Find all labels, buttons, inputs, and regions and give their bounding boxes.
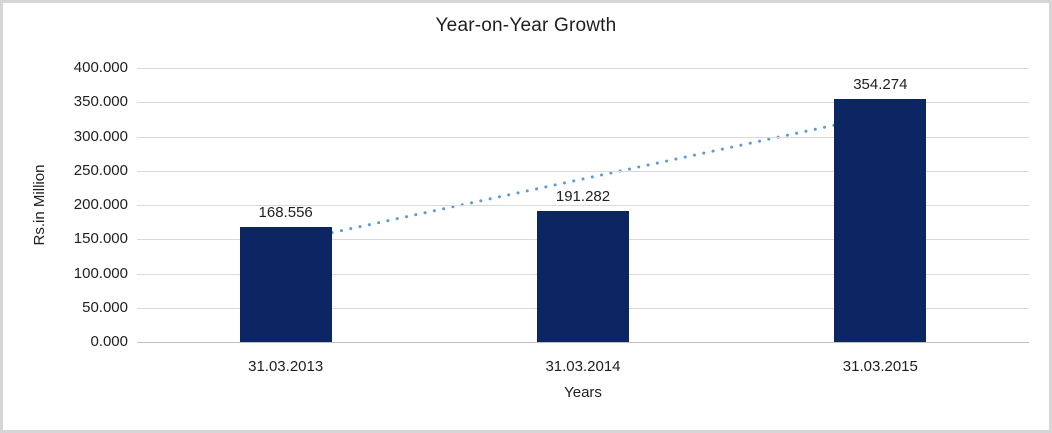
data-label: 191.282 (555, 187, 611, 205)
x-axis-title: Years (564, 384, 602, 401)
bar (537, 210, 629, 342)
y-tick-label: 250.000 (73, 161, 128, 179)
data-label: 354.274 (853, 76, 908, 94)
x-tick-label: 31.03.2013 (248, 358, 324, 375)
y-tick-label: 400.000 (73, 59, 128, 76)
x-axis-line (137, 342, 1029, 343)
gridline (137, 102, 1029, 104)
data-label: 168.556 (258, 203, 313, 221)
y-tick-label: 0.000 (90, 333, 128, 350)
y-tick-label: 300.000 (73, 127, 128, 145)
x-tick-label: 31.03.2014 (545, 358, 621, 375)
x-tick-label: 31.03.2015 (842, 358, 918, 375)
chart-title: Year-on-Year Growth (435, 15, 617, 36)
y-tick-label: 50.000 (82, 298, 128, 316)
gridline (137, 68, 1029, 69)
y-tick-label: 150.000 (73, 230, 128, 248)
y-tick-label: 350.000 (73, 93, 128, 111)
gridline (137, 205, 1029, 206)
bar (239, 226, 332, 342)
bar (834, 99, 927, 342)
gridline (137, 170, 1029, 172)
y-tick-label: 200.000 (73, 196, 128, 213)
y-tick-label: 100.000 (73, 264, 128, 282)
gridline (137, 136, 1029, 138)
